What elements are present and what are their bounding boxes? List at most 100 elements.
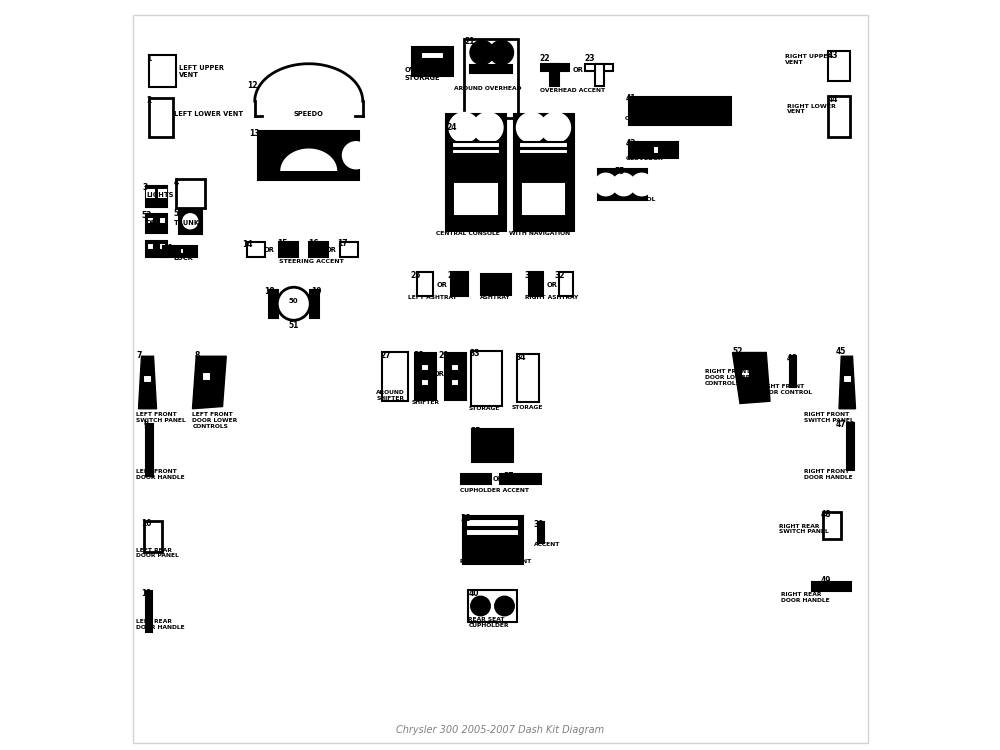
Text: OR: OR [492,476,503,482]
Bar [790,356,796,387]
Bar [149,56,176,87]
Bar [415,353,436,400]
Bar [468,590,517,622]
Text: 51: 51 [288,321,299,330]
Bar [180,248,184,254]
Bar [514,115,574,231]
Bar [653,146,659,154]
Bar [452,149,500,154]
Text: CUPHOLDER ACCENT: CUPHOLDER ACCENT [460,488,528,493]
Text: 19: 19 [311,287,322,296]
Text: CENTRAL CONSOLE: CENTRAL CONSOLE [436,231,500,236]
Text: LEFT REAR
DOOR HANDLE: LEFT REAR DOOR HANDLE [136,619,185,629]
Text: RIGHT FRONT
DOOR CONTROL: RIGHT FRONT DOOR CONTROL [759,384,812,394]
Circle shape [516,112,546,142]
Bar [159,190,166,197]
Text: SHIFTER: SHIFTER [412,400,440,405]
Bar [466,529,519,536]
Text: STORAGE: STORAGE [511,405,543,410]
Text: 3: 3 [143,183,148,192]
Text: 55: 55 [615,167,625,176]
Text: 52: 52 [732,346,743,355]
Text: LIGHTS: LIGHTS [146,192,173,198]
Bar [822,512,840,538]
Bar [159,217,166,223]
Text: 15: 15 [277,239,288,248]
Text: 20: 20 [410,46,420,56]
Bar [421,379,429,386]
Text: 43: 43 [828,51,838,60]
Text: 16: 16 [308,239,318,248]
Text: 45: 45 [836,346,846,355]
Bar [421,364,429,371]
Text: 14: 14 [242,240,252,249]
Text: Chrysler 300 2005-2007 Dash Kit Diagram: Chrysler 300 2005-2007 Dash Kit Diagram [396,725,604,735]
Bar [382,352,408,401]
Bar [247,242,265,256]
Bar [452,142,500,148]
Polygon shape [138,356,156,409]
Bar [146,591,152,632]
Text: 38: 38 [460,514,471,523]
Text: CLIMA CONTROL: CLIMA CONTROL [601,197,656,202]
Text: RIGHT REAR
DOOR HANDLE: RIGHT REAR DOOR HANDLE [781,592,830,603]
Text: 8: 8 [195,351,200,360]
Polygon shape [280,148,337,171]
Text: OR: OR [326,247,337,253]
Text: LEFT REAR
DOOR PANEL: LEFT REAR DOOR PANEL [136,548,179,558]
Bar [472,429,513,462]
Text: 11: 11 [142,589,152,598]
Text: OR: OR [146,220,157,226]
Text: 48: 48 [820,510,831,519]
Bar [269,290,278,318]
Bar [451,272,468,296]
Text: 4: 4 [174,178,179,187]
Circle shape [594,173,617,196]
Bar [828,51,850,81]
Text: ACCENT: ACCENT [534,542,560,547]
Text: 23: 23 [584,54,594,63]
Text: 53: 53 [142,211,152,220]
Bar [470,65,512,73]
Bar [812,582,851,591]
Text: 40: 40 [468,589,479,598]
Bar [149,98,173,137]
Bar [179,210,202,234]
Bar [455,184,497,214]
Text: 30: 30 [480,273,490,282]
Bar [412,47,453,76]
Text: 24: 24 [446,123,456,132]
Circle shape [183,214,198,229]
Text: 25: 25 [410,272,420,280]
Bar [500,475,541,484]
Text: 9: 9 [144,422,149,430]
Bar [461,475,491,484]
Text: ASHTRAY: ASHTRAY [480,295,511,300]
Text: 7: 7 [136,351,142,360]
Text: OR: OR [437,282,448,288]
Circle shape [471,596,490,616]
Text: OVER GLOVEBOX: OVER GLOVEBOX [625,116,684,122]
Bar [451,379,459,386]
Bar [279,242,298,256]
Text: 39: 39 [534,520,544,529]
Bar [146,241,167,257]
Polygon shape [192,356,226,409]
Bar [421,53,444,58]
Text: WITH NAVIGATION: WITH NAVIGATION [509,231,570,236]
Text: 17: 17 [337,239,348,248]
Bar [847,423,854,470]
Bar [163,246,197,256]
Text: AROUND OVERHEAD: AROUND OVERHEAD [454,86,521,92]
Text: 34: 34 [516,352,526,362]
Text: GLOVEBOX: GLOVEBOX [625,156,663,161]
Polygon shape [732,352,770,404]
Text: REAR SEAT
CUPHOLDER: REAR SEAT CUPHOLDER [468,617,509,628]
Bar [202,372,210,381]
Bar [144,520,162,552]
Text: TRUNK: TRUNK [174,220,200,226]
Text: 28: 28 [414,351,424,360]
Text: 21: 21 [464,37,475,46]
Text: OVERHEAD
STORAGE: OVERHEAD STORAGE [405,68,446,80]
Text: 31: 31 [525,272,535,280]
